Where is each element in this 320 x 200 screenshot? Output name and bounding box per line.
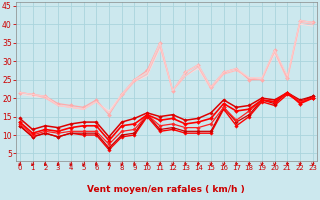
X-axis label: Vent moyen/en rafales ( km/h ): Vent moyen/en rafales ( km/h ) <box>87 185 245 194</box>
